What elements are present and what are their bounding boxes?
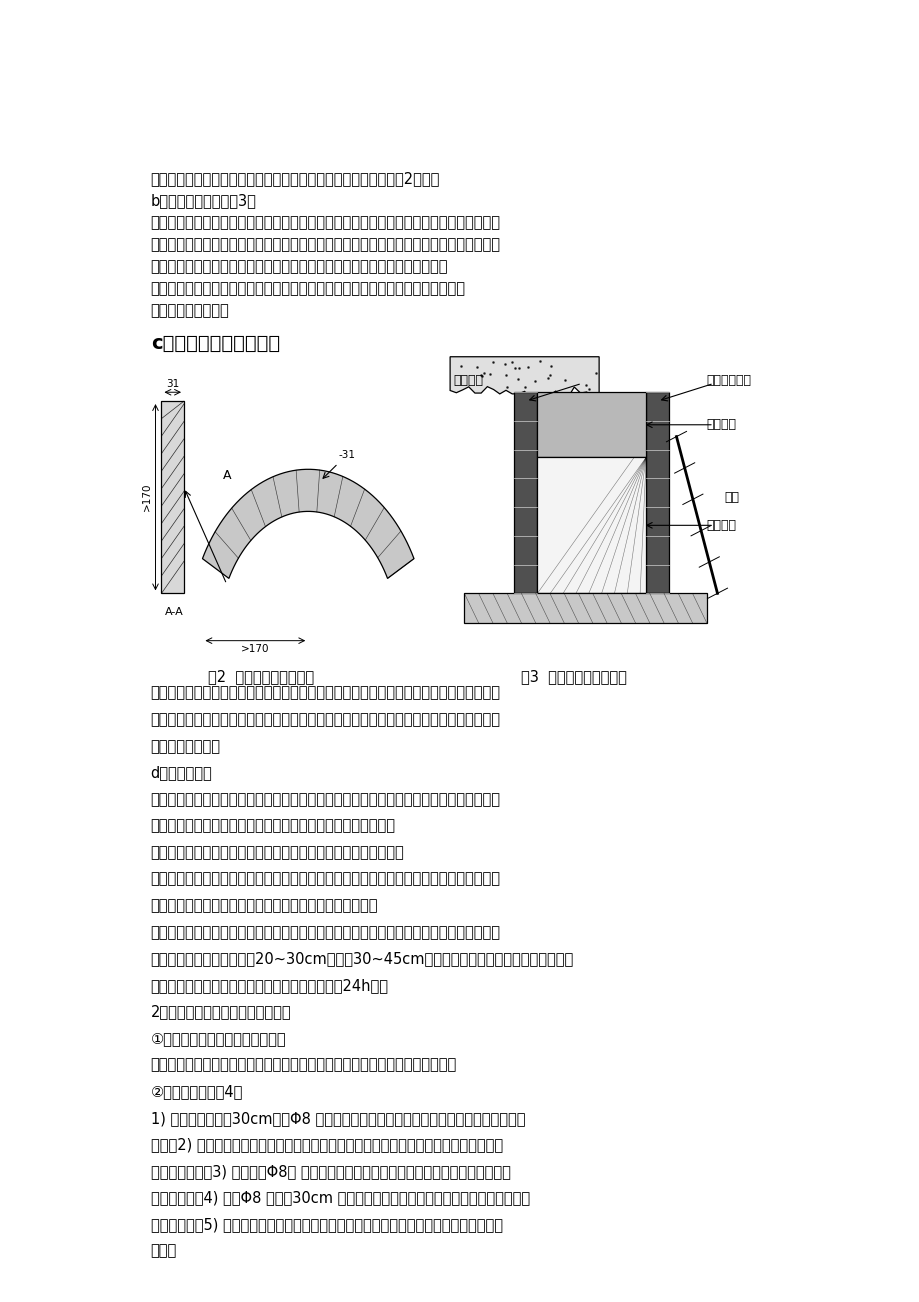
- Text: 洗用高压水冲洗。: 洗用高压水冲洗。: [151, 738, 221, 754]
- Polygon shape: [449, 357, 598, 398]
- Text: 专用端头模板在台车就位准确后进行安装，安装端头模板时要注意预制木条对接整齐，不得: 专用端头模板在台车就位准确后进行安装，安装端头模板时要注意预制木条对接整齐，不得: [151, 215, 500, 230]
- Text: （橡胶条，若端头模板是钢模板，可采用钢结构最好），具体如图2所示：: （橡胶条，若端头模板是钢模板，可采用钢结构最好），具体如图2所示：: [151, 172, 439, 186]
- Text: 待预留槽为干燥时才能进行止水条安装，安装前最好先在槽内涂抹: 待预留槽为干燥时才能进行止水条安装，安装前最好先在槽内涂抹: [151, 845, 404, 861]
- Text: c）预留槽检查、整修。: c）预留槽检查、整修。: [151, 333, 279, 353]
- Text: 围岩一侧若有孔隙可用刀片切止水条成薄片嵌入挤满。止水条用水泥钉（宜小不宜大）或用: 围岩一侧若有孔隙可用刀片切止水条成薄片嵌入挤满。止水条用水泥钉（宜小不宜大）或用: [151, 924, 500, 940]
- Text: 预留槽检查、整修。: 预留槽检查、整修。: [151, 303, 229, 319]
- Text: 射钉枪固定。固定间距拱部20~30cm，边墙30~45cm。止水条安装后由技术人员检查合格后: 射钉枪固定。固定间距拱部20~30cm，边墙30~45cm。止水条安装后由技术人…: [151, 952, 573, 966]
- Polygon shape: [537, 457, 645, 594]
- Text: ①构造形式：采用中埋式止水带。: ①构造形式：采用中埋式止水带。: [151, 1031, 286, 1046]
- Text: 水带。2) 先将止水带用扎丝捆扎在钢筋上（一半）注意扎丝通过止水带横叶片捆扎，而不: 水带。2) 先将止水带用扎丝捆扎在钢筋上（一半）注意扎丝通过止水带横叶片捆扎，而…: [151, 1137, 502, 1152]
- Text: 1) 准备工作：准备30cm长的Φ8 钢筋若干，按断面环向长度（按铺设位置量取）截取止: 1) 准备工作：准备30cm长的Φ8 钢筋若干，按断面环向长度（按铺设位置量取）…: [151, 1111, 525, 1126]
- Text: 技术要点：固定位置平直，牵固不得扭曲、跑位。浇筑混凝土密实，振捣到位。: 技术要点：固定位置平直，牵固不得扭曲、跑位。浇筑混凝土密实，振捣到位。: [151, 1057, 457, 1073]
- Text: 走位。: 走位。: [151, 1243, 176, 1259]
- Polygon shape: [537, 392, 645, 457]
- Polygon shape: [645, 392, 669, 594]
- Text: 模板台车: 模板台车: [706, 518, 736, 531]
- Text: -31: -31: [338, 450, 355, 461]
- Polygon shape: [514, 392, 537, 594]
- Text: A: A: [223, 469, 232, 482]
- Text: 下水引开，一定要保证止水条在安装时或浇砼时被地下水淋湿。: 下水引开，一定要保证止水条在安装时或浇砼时被地下水淋湿。: [151, 819, 395, 833]
- Text: b）安装端头模板（图3）: b）安装端头模板（图3）: [151, 193, 256, 208]
- Text: 支撑: 支撑: [724, 491, 739, 504]
- Text: >170: >170: [241, 643, 269, 654]
- Text: 拼装端头模板: 拼装端头模板: [706, 374, 751, 387]
- Polygon shape: [202, 469, 414, 578]
- Polygon shape: [162, 401, 184, 594]
- Text: A-A: A-A: [165, 607, 183, 617]
- Text: ②施作方法一（图4）: ②施作方法一（图4）: [151, 1085, 243, 1099]
- Text: 在安装止水条前应检查预留槽是否有地下水渗入，若有应将地下水阻挡在端头以外，或将地: 在安装止水条前应检查预留槽是否有地下水渗入，若有应将地下水阻挡在端头以外，或将地: [151, 792, 500, 807]
- Text: 不得有突出砼凝块，不得有麻面露石。否则应对预留槽进行清洗、凿除，并用砂布砂平。清: 不得有突出砼凝块，不得有麻面露石。否则应对预留槽进行清洗、凿除，并用砂布砂平。清: [151, 712, 500, 727]
- Text: 立即台车就位、浇混凝土，不得长时间等待（超过24h）。: 立即台车就位、浇混凝土，不得长时间等待（超过24h）。: [151, 978, 388, 993]
- Text: 模板拼装严实。在模板台车端头设置便于固定端头模板的钢筋环等固定装置。: 模板拼装严实。在模板台车端头设置便于固定端头模板的钢筋环等固定装置。: [151, 259, 448, 275]
- Text: 错位，端头模板要固定牢固，不得有漏浆现象发生，靠近围岩一侧用合适大小的木板将端头: 错位，端头模板要固定牢固，不得有漏浆现象发生，靠近围岩一侧用合适大小的木板将端头: [151, 237, 500, 253]
- Text: 图2  端头模板构造示意图: 图2 端头模板构造示意图: [208, 669, 313, 685]
- Text: >170: >170: [142, 483, 152, 512]
- Text: d）止水条安装: d）止水条安装: [151, 766, 212, 780]
- Text: 用扎丝固定。4) 固定Φ8 钢筋每30cm 一个，一边安装，一边固定端头模板，端头模板固: 用扎丝固定。4) 固定Φ8 钢筋每30cm 一个，一边安装，一边固定端头模板，端…: [151, 1190, 529, 1206]
- Text: 条比槽明显窄，可将止水条靠洞内侧贴紧槽壁放置嵌入，靠: 条比槽明显窄，可将止水条靠洞内侧贴紧槽壁放置嵌入，靠: [151, 898, 378, 913]
- Text: 在粘贴止水条前应对预留槽进行全面检查，不得有油、污、烟、尘等物，槽体应平直圆顺，: 在粘贴止水条前应对预留槽进行全面检查，不得有油、污、烟、尘等物，槽体应平直圆顺，: [151, 686, 500, 700]
- Text: 木条槽模: 木条槽模: [706, 418, 736, 431]
- Text: 2．采用止水带环向施工缝施作方法: 2．采用止水带环向施工缝施作方法: [151, 1004, 291, 1019]
- Text: 端头模板: 端头模板: [453, 374, 483, 387]
- Text: 31: 31: [166, 379, 179, 389]
- Text: 图3  端头模板安装与固定: 图3 端头模板安装与固定: [521, 669, 627, 685]
- Text: 得穿破止水带。3) 将钢筋（Φ8） 穿过端头模板，将止水带的另一半圈起贴在模板上，并: 得穿破止水带。3) 将钢筋（Φ8） 穿过端头模板，将止水带的另一半圈起贴在模板上…: [151, 1164, 510, 1178]
- Text: 一层氯丁胶粘结剂。将止水条顺槽拉紧嵌入，确保止水条与槽底密贴，不得有空隙。若止水: 一层氯丁胶粘结剂。将止水条顺槽拉紧嵌入，确保止水条与槽底密贴，不得有空隙。若止水: [151, 871, 500, 887]
- Text: 端头模板安装好后应刷优质脱模剂，特别是木条更要刷到位。不得刷机油等代替。: 端头模板安装好后应刷优质脱模剂，特别是木条更要刷到位。不得刷机油等代替。: [151, 281, 465, 297]
- Text: 定牢固严密。5) 浇注混凝土，注意在止水带附近振捣密实，但不要碰止水带，防止止水带: 定牢固严密。5) 浇注混凝土，注意在止水带附近振捣密实，但不要碰止水带，防止止水…: [151, 1217, 502, 1232]
- Polygon shape: [464, 594, 706, 622]
